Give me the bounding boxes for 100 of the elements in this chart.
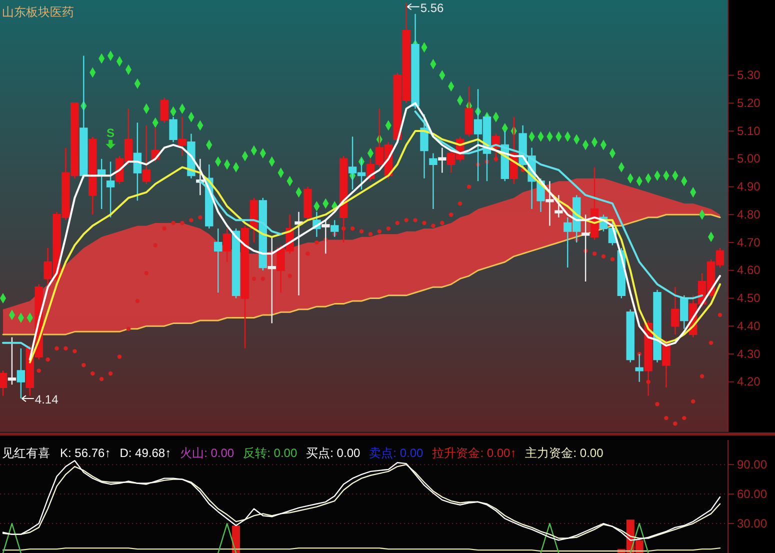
candlestick <box>178 116 186 157</box>
chart-title: 山东板块医药 <box>2 5 74 19</box>
point <box>64 346 68 350</box>
candlestick <box>662 339 670 388</box>
candlestick <box>232 228 240 299</box>
candlestick <box>653 289 662 363</box>
y-tick-label: 4.70 <box>737 235 761 250</box>
candlestick <box>268 236 276 324</box>
annotation: 4.14 <box>34 392 59 407</box>
point <box>377 229 382 234</box>
point <box>189 218 194 222</box>
annotation: 拉升资金: 0.00↑ <box>432 446 516 460</box>
y-tick-label: 4.50 <box>737 291 761 306</box>
point <box>171 220 176 226</box>
annotation: 主力资金: 0.00 <box>525 446 604 460</box>
y-tick-label: 4.30 <box>737 346 761 361</box>
point <box>359 229 364 234</box>
candlestick <box>0 370 8 396</box>
point <box>198 215 202 220</box>
candlestick <box>88 136 97 216</box>
point <box>54 346 59 350</box>
point <box>162 226 166 231</box>
candlestick <box>635 353 644 382</box>
point <box>708 340 714 345</box>
y-tick-label: 5.30 <box>737 68 761 82</box>
point <box>144 271 149 276</box>
point <box>422 220 426 226</box>
candlestick <box>626 308 634 363</box>
point <box>404 218 408 222</box>
candlestick <box>142 124 150 185</box>
point <box>413 218 418 222</box>
point <box>368 232 373 236</box>
y-tick-label: 60.00 <box>737 486 768 501</box>
annotation: K: 56.76↑ <box>60 446 111 460</box>
point <box>718 312 722 318</box>
candlestick <box>304 186 312 221</box>
candlestick <box>680 294 688 330</box>
point <box>260 276 266 281</box>
point <box>449 212 454 217</box>
point <box>180 220 184 226</box>
y-tick-label: 4.80 <box>737 207 761 222</box>
y-tick-label: 30.00 <box>737 516 768 530</box>
candlestick <box>294 211 303 296</box>
point <box>440 220 444 226</box>
text: 见红有喜 <box>2 446 50 460</box>
point <box>36 368 41 373</box>
y-tick-label: 4.20 <box>737 374 761 389</box>
candlestick <box>438 147 446 174</box>
point <box>108 371 113 376</box>
y-tick-label: 4.40 <box>737 318 761 333</box>
point <box>252 276 256 281</box>
y-tick-label: 90.00 <box>737 457 768 472</box>
point <box>350 226 355 231</box>
candlestick <box>420 114 428 179</box>
candlestick <box>8 336 16 386</box>
point <box>655 402 660 406</box>
candlestick <box>546 180 554 226</box>
point <box>601 254 606 259</box>
candlestick <box>554 194 563 218</box>
annotation: S <box>106 126 115 140</box>
point <box>682 416 686 420</box>
point <box>99 376 104 382</box>
point <box>610 257 615 262</box>
annotation: 买点: 0.00 <box>306 446 360 460</box>
annotation: 5.56 <box>420 0 444 15</box>
annotation: D: 49.68↑ <box>120 446 172 460</box>
point <box>288 274 292 278</box>
y-tick-label: 5.10 <box>737 124 761 138</box>
candlestick <box>160 96 168 124</box>
candlestick <box>97 158 106 210</box>
point <box>126 326 131 331</box>
y-tick-label: 4.60 <box>737 263 761 278</box>
point <box>72 349 77 354</box>
point <box>306 252 310 256</box>
annotation: 火山: 0.00 <box>180 446 234 460</box>
y-tick-label: 5.20 <box>737 96 761 110</box>
y-tick-label: 5.00 <box>737 152 761 166</box>
point <box>153 243 158 248</box>
point <box>664 416 668 420</box>
point <box>90 371 95 376</box>
candlestick <box>222 228 232 263</box>
point <box>314 240 319 245</box>
point <box>395 220 400 226</box>
point <box>691 399 696 404</box>
annotation: 卖点: 0.00 <box>369 446 424 460</box>
candlestick <box>214 228 222 294</box>
candlestick <box>106 161 115 218</box>
candlestick <box>671 286 680 336</box>
point <box>466 184 472 189</box>
point <box>82 363 86 368</box>
point <box>458 201 462 206</box>
point <box>46 357 50 362</box>
point <box>431 224 436 228</box>
candlestick <box>429 152 438 210</box>
annotation: 反转: 0.00 <box>243 446 298 460</box>
y-tick-label: 4.90 <box>737 180 761 194</box>
point <box>673 422 678 426</box>
point <box>135 298 140 304</box>
point <box>117 354 122 359</box>
candlestick <box>133 122 142 202</box>
